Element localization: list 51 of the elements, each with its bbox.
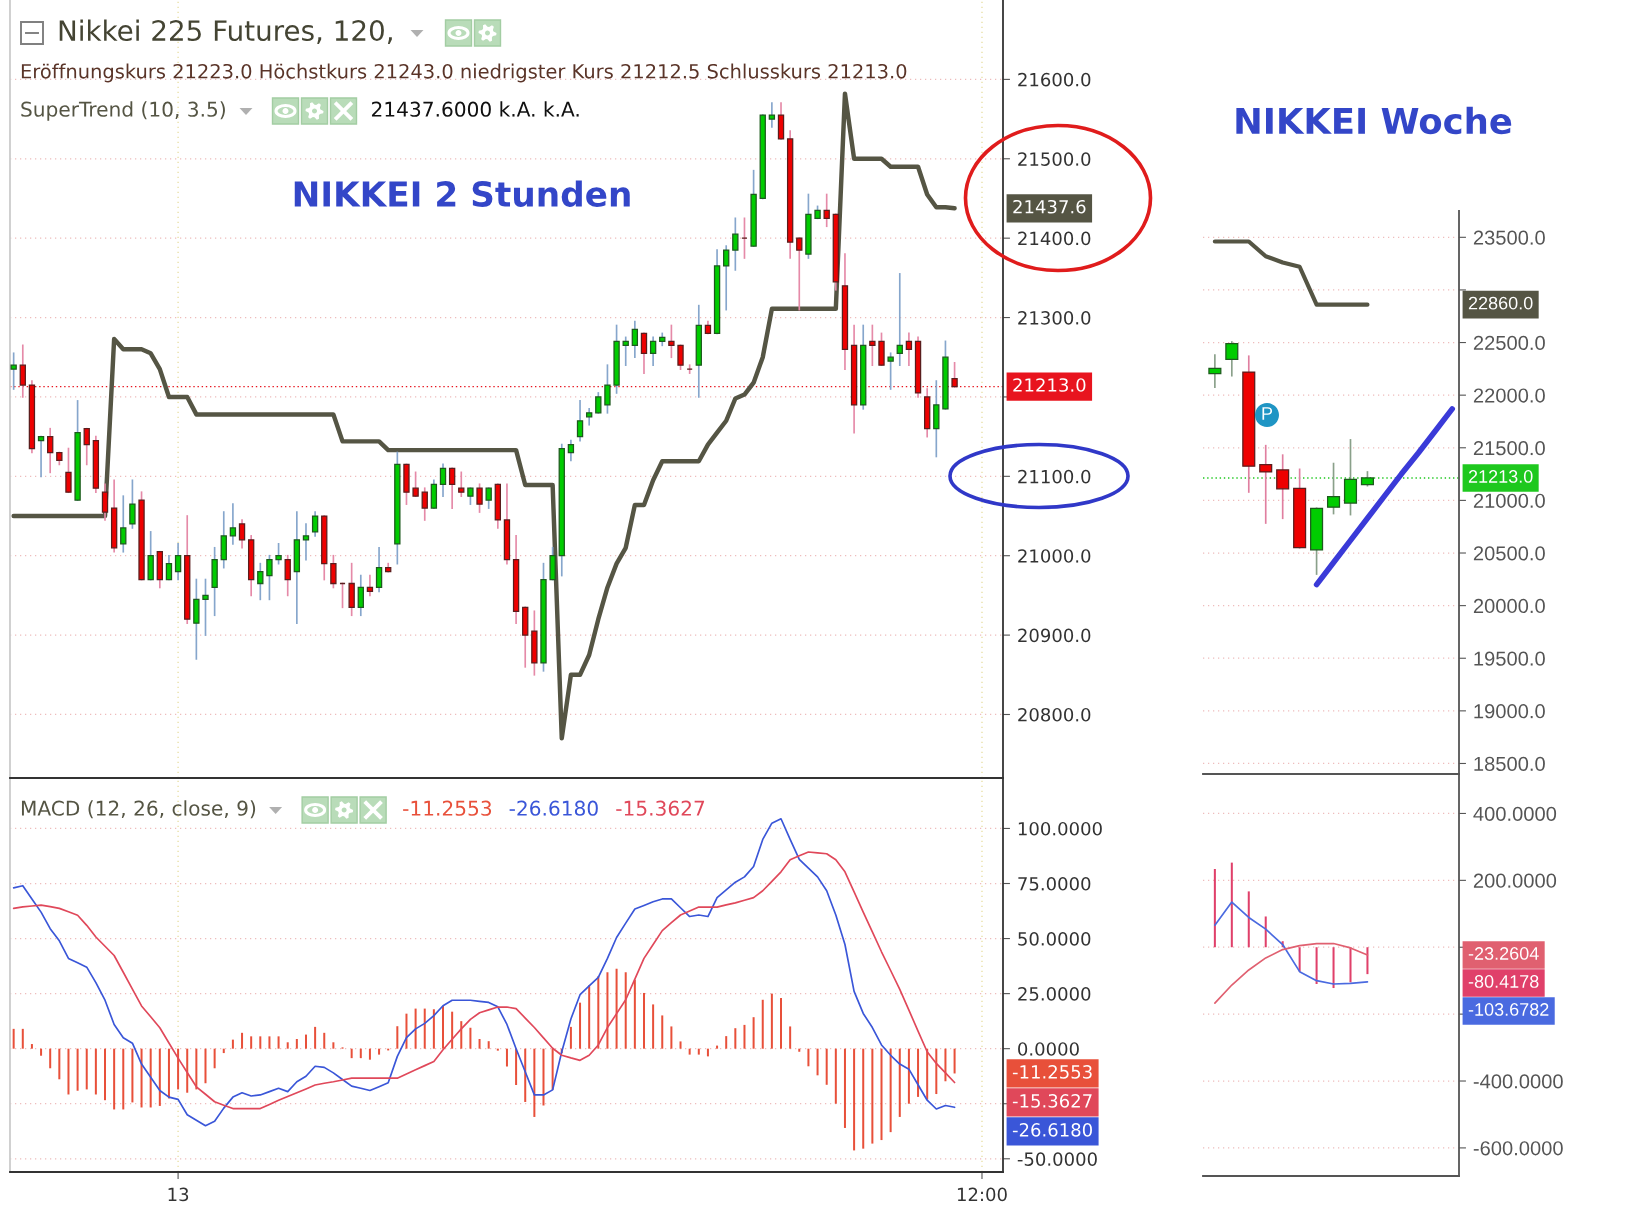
chart-title: NIKKEI Woche bbox=[1236, 106, 1512, 135]
annotation: SuperTrend (10, 3.5) bbox=[21, 101, 225, 121]
y-tick-label: 75.0000 bbox=[1018, 876, 1091, 891]
text: Eröffnungskurs 21223.0 Höchstkurs 21243.0 niedrigster Kurs 21212.5 Schlusskurs 21213.0 bbox=[21, 63, 907, 83]
ref-line-label: 21213.0 bbox=[1013, 378, 1086, 392]
y-tick-label: 19000.0 bbox=[1474, 704, 1545, 719]
x-tick-label: 13 bbox=[168, 1187, 189, 1202]
y-tick-label: 19500.0 bbox=[1474, 651, 1545, 666]
ref-line-label: 21213.0 bbox=[1468, 470, 1533, 483]
text: -23.2604 bbox=[1468, 947, 1539, 960]
y-tick-label: 23500.0 bbox=[1473, 230, 1545, 245]
text: 21437.6 bbox=[1013, 199, 1086, 214]
y-tick-label: 21600.0 bbox=[1018, 72, 1091, 87]
text: -26.6180 bbox=[1012, 1123, 1092, 1137]
y-tick-label: 22000.0 bbox=[1473, 388, 1545, 403]
y-tick-label: 0.0000 bbox=[1018, 1042, 1079, 1056]
y-tick-label: 22500.0 bbox=[1473, 335, 1545, 351]
text: MACD (12, 26, close, 9) bbox=[21, 800, 256, 819]
y-tick-label: 21500.0 bbox=[1473, 441, 1545, 456]
text: -15.3627 bbox=[1012, 1094, 1092, 1108]
y-tick-label: -50.0000 bbox=[1017, 1152, 1097, 1166]
y-tick-label: 21100.0 bbox=[1018, 469, 1091, 484]
annotation: NIKKEI 2 Stunden bbox=[294, 180, 630, 207]
y-tick-label: 20000.0 bbox=[1473, 598, 1545, 614]
y-tick-label: 21000.0 bbox=[1018, 549, 1091, 563]
y-tick-label: 21000.0 bbox=[1473, 493, 1545, 508]
y-tick-label: 20900.0 bbox=[1018, 628, 1091, 643]
y-tick-label: 20500.0 bbox=[1473, 546, 1545, 561]
annotation: -15.3627 bbox=[616, 800, 705, 816]
y-tick-label: 18500.0 bbox=[1474, 756, 1545, 771]
y-tick-label: 21300.0 bbox=[1018, 311, 1091, 325]
y-tick-label: 100.0000 bbox=[1018, 821, 1102, 836]
y-tick-label: 400.0000 bbox=[1473, 806, 1557, 821]
y-tick-label: 50.0000 bbox=[1018, 932, 1091, 946]
y-tick-label: -400.0000 bbox=[1473, 1074, 1563, 1089]
annotation: -26.6180 bbox=[509, 800, 598, 816]
annotation: P bbox=[1262, 407, 1273, 420]
y-tick-label: 25.0000 bbox=[1018, 987, 1091, 1001]
text: -103.6782 bbox=[1468, 1003, 1549, 1016]
y-tick-label: 20800.0 bbox=[1018, 707, 1091, 722]
annotation: 21437.6000 k.A. k.A. bbox=[371, 101, 579, 117]
y-tick-label: 200.0000 bbox=[1473, 873, 1557, 888]
annotation: -11.2553 bbox=[403, 800, 492, 816]
text: -80.4178 bbox=[1468, 975, 1539, 988]
y-tick-label: 21500.0 bbox=[1018, 152, 1091, 166]
text: -11.2553 bbox=[1012, 1065, 1092, 1079]
text: 22860.0 bbox=[1468, 296, 1533, 310]
y-tick-label: 21400.0 bbox=[1018, 231, 1091, 246]
x-tick-label: 12:00 bbox=[957, 1187, 1007, 1202]
text: Nikkei 225 Futures, 120, bbox=[59, 19, 392, 44]
y-tick-label: -600.0000 bbox=[1473, 1141, 1563, 1156]
